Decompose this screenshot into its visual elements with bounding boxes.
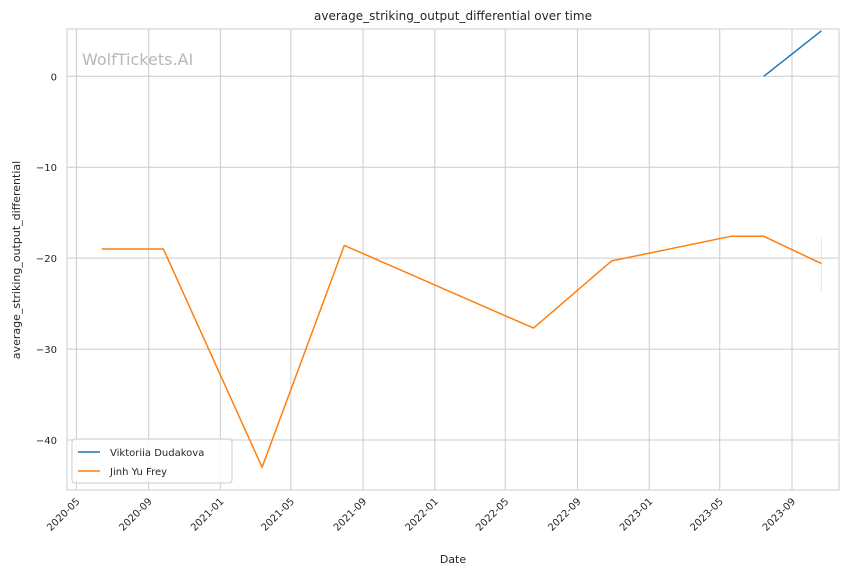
- series-lines: [101, 30, 822, 469]
- series-line-0: [763, 30, 822, 77]
- y-tick-label: −40: [36, 436, 57, 447]
- plot-frame: [66, 28, 840, 491]
- y-tick-label: −20: [36, 254, 57, 265]
- legend-box: [71, 438, 233, 484]
- y-axis-label: average_striking_output_differential: [10, 161, 23, 359]
- series-line-1: [101, 235, 822, 469]
- y-axis-ticks: 0 −10 −20 −30 −40: [36, 72, 57, 447]
- x-axis-label: Date: [440, 553, 467, 566]
- chart-title: average_striking_output_differential ove…: [314, 9, 592, 23]
- legend-entry: Viktoriia Dudakova: [110, 448, 204, 459]
- grid: [67, 29, 839, 490]
- y-tick-label: −30: [36, 345, 57, 356]
- watermark-text: WolfTickets.AI: [82, 50, 193, 69]
- y-tick-label: −10: [36, 163, 57, 174]
- legend: Viktoriia Dudakova Jinh Yu Frey: [71, 438, 233, 484]
- legend-entry: Jinh Yu Frey: [109, 467, 167, 478]
- y-tick-label: 0: [51, 72, 57, 83]
